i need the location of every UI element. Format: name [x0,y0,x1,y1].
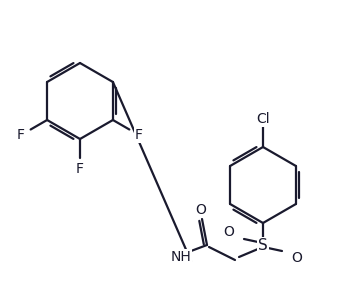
Text: F: F [76,162,84,176]
Text: Cl: Cl [256,112,270,126]
Text: S: S [258,238,268,253]
Text: NH: NH [171,250,191,264]
Text: F: F [135,128,143,142]
Text: F: F [17,128,25,142]
Text: O: O [292,251,302,265]
Text: O: O [195,203,207,217]
Text: O: O [223,225,235,239]
